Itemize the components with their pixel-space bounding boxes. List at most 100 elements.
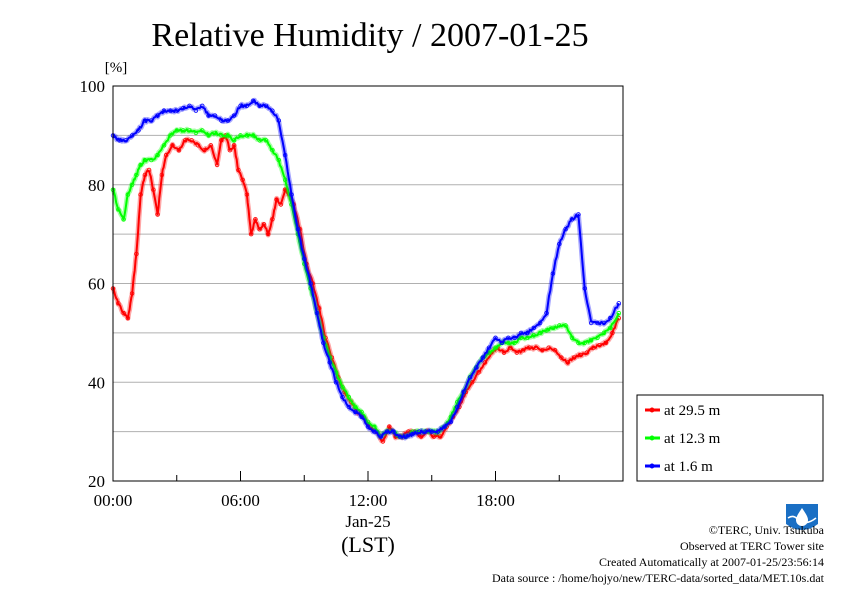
data-point <box>276 157 281 163</box>
data-point <box>550 325 556 331</box>
data-point <box>442 424 447 429</box>
data-point <box>253 217 258 222</box>
data-point <box>552 348 558 353</box>
data-point <box>248 231 254 237</box>
series-line <box>112 99 620 439</box>
data-point <box>610 330 615 336</box>
y-tick-label: 40 <box>88 373 105 392</box>
data-point <box>423 429 428 434</box>
data-point <box>225 133 230 138</box>
data-point <box>270 217 275 222</box>
data-point <box>187 103 192 108</box>
data-point <box>533 345 539 350</box>
data-point <box>531 325 536 331</box>
data-point <box>537 320 543 326</box>
data-point <box>448 419 454 424</box>
plot-frame <box>112 85 624 482</box>
legend-marker <box>649 463 655 469</box>
data-point <box>257 103 262 108</box>
x-tick-labels: 00:00 06:00 12:00 18:00 <box>94 491 515 510</box>
data-point <box>365 424 371 429</box>
x-tick-label: 12:00 <box>349 491 388 510</box>
data-point <box>563 226 568 232</box>
data-point <box>544 328 549 333</box>
data-point <box>501 350 507 355</box>
data-point <box>195 143 201 148</box>
data-point <box>282 152 288 158</box>
data-point <box>353 404 358 410</box>
data-point <box>174 128 179 133</box>
data-point <box>117 138 122 143</box>
data-point <box>506 340 511 345</box>
data-point <box>431 434 437 439</box>
data-point <box>418 434 424 439</box>
data-point <box>584 350 590 355</box>
data-point <box>616 301 621 306</box>
data-point <box>125 192 131 197</box>
data-point <box>476 370 481 375</box>
data-point <box>588 320 594 326</box>
chart-title: Relative Humidity / 2007-01-25 <box>151 17 588 54</box>
data-point <box>512 335 517 340</box>
data-point <box>467 375 473 380</box>
data-point <box>537 330 543 336</box>
data-point <box>193 130 199 136</box>
data-point <box>493 335 498 340</box>
data-point <box>134 172 139 178</box>
legend-label: at 12.3 m <box>664 431 721 447</box>
data-point <box>214 162 220 168</box>
created-text: Created Automatically at 2007-01-25/23:5… <box>599 555 824 569</box>
data-point <box>180 105 186 111</box>
x-tick-label: 00:00 <box>94 491 133 510</box>
data-point <box>278 202 284 207</box>
data-point <box>359 409 364 415</box>
data-point <box>482 360 488 365</box>
data-point <box>601 330 607 336</box>
data-point <box>231 113 237 118</box>
grid-lines <box>112 134 623 481</box>
data-point <box>372 424 377 429</box>
data-point <box>231 143 237 148</box>
terc-logo <box>782 502 822 538</box>
data-point <box>129 182 135 187</box>
data-point <box>121 310 126 316</box>
data-point <box>200 128 205 133</box>
data-point <box>155 152 160 158</box>
series-2 <box>110 97 622 441</box>
series-line <box>112 134 620 442</box>
data-point <box>387 424 392 429</box>
data-point <box>591 345 596 350</box>
y-tick-label: 100 <box>80 77 106 96</box>
data-point <box>429 429 434 434</box>
data-point <box>397 434 403 439</box>
data-point <box>416 429 422 434</box>
data-point <box>125 315 131 321</box>
data-point <box>244 133 250 138</box>
data-point <box>480 355 485 360</box>
data-point <box>170 143 175 148</box>
data-point <box>238 103 243 108</box>
data-point <box>289 192 294 197</box>
data-point <box>595 320 600 326</box>
data-point <box>219 138 224 143</box>
data-point <box>384 429 390 434</box>
data-point <box>569 335 575 340</box>
data-point <box>302 256 307 261</box>
data-point <box>200 103 205 108</box>
data-point <box>582 340 587 345</box>
data-point <box>576 340 581 345</box>
data-point <box>142 172 148 178</box>
legend-marker <box>649 407 655 413</box>
data-point <box>520 348 526 353</box>
data-point <box>136 128 141 133</box>
data-point <box>512 340 517 345</box>
data-point <box>263 138 269 143</box>
data-point <box>595 335 600 340</box>
data-point <box>212 113 218 118</box>
data-point <box>557 241 562 247</box>
data-point <box>282 177 288 182</box>
data-point <box>346 404 352 410</box>
data-point <box>340 385 345 390</box>
data-point <box>149 118 154 123</box>
data-point <box>123 138 128 143</box>
